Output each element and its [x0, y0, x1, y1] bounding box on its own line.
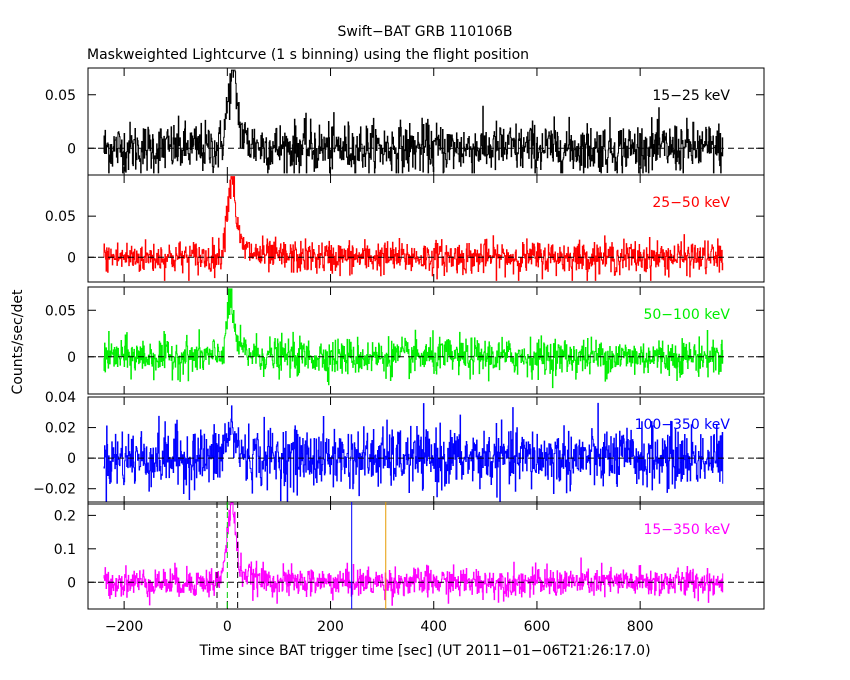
- panels-group: 0 0.05 15−25 keV 0 0.05 25−50 keV 0 0.05 50−100 …: [33, 67, 765, 635]
- y-tick-label: 0.02: [45, 421, 76, 437]
- x-tick-label: 600: [524, 619, 551, 635]
- y-tick-label: 0.05: [45, 209, 76, 225]
- x-axis-label: Time since BAT trigger time [sec] (UT 20…: [198, 643, 650, 659]
- y-axis-label: Counts/sec/det: [10, 289, 26, 394]
- panel-frame: [87, 286, 765, 395]
- x-tick-label: 400: [420, 619, 447, 635]
- y-tick-label: 0.04: [45, 390, 76, 406]
- y-tick-label: 0.05: [45, 88, 76, 104]
- panel-1: 0 0.05 15−25 keV: [45, 67, 765, 176]
- chart-title: Swift−BAT GRB 110106B: [338, 24, 513, 40]
- panel-2: 0 0.05 25−50 keV: [45, 174, 765, 283]
- series-line-1: [103, 69, 724, 174]
- series-label: 50−100 keV: [643, 307, 730, 323]
- series-line-4: [103, 402, 724, 502]
- y-tick-label: 0: [67, 451, 76, 467]
- panel-frame: [87, 501, 765, 610]
- y-tick-label: 0.2: [54, 508, 76, 524]
- series-label: 25−50 keV: [652, 195, 730, 211]
- y-tick-label: −0.02: [33, 482, 76, 498]
- series-line-3: [103, 288, 724, 389]
- x-tick-label: −200: [105, 619, 143, 635]
- panel-frame: [87, 174, 765, 283]
- chart-subtitle: Maskweighted Lightcurve (1 s binning) us…: [87, 47, 529, 63]
- panel-3: 0 0.05 50−100 keV: [45, 286, 765, 395]
- series-line-2: [103, 176, 724, 281]
- x-tick-label: 800: [627, 619, 654, 635]
- y-tick-label: 0.05: [45, 303, 76, 319]
- x-tick-label: 0: [223, 619, 232, 635]
- y-tick-label: 0: [67, 575, 76, 591]
- series-line-5: [103, 502, 724, 606]
- y-tick-label: 0: [67, 250, 76, 266]
- y-tick-label: 0.1: [54, 542, 76, 558]
- panel-5: 0 0.1 0.2 15−350 keV −200 0 200 400 600 800: [54, 501, 765, 635]
- y-tick-label: 0: [67, 141, 76, 157]
- panel-frame: [87, 396, 765, 505]
- series-label: 15−25 keV: [652, 88, 730, 104]
- x-tick-label: 200: [317, 619, 344, 635]
- y-tick-label: 0: [67, 350, 76, 366]
- series-label: 100−350 keV: [635, 417, 731, 433]
- panel-4: −0.02 0 0.02 0.04 100−350 keV: [33, 390, 765, 505]
- series-label: 15−350 keV: [643, 522, 730, 538]
